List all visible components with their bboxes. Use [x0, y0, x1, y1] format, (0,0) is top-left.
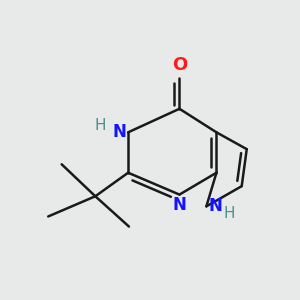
Text: O: O: [172, 56, 187, 74]
Text: N: N: [208, 197, 222, 215]
Text: H: H: [95, 118, 106, 133]
Text: N: N: [172, 196, 186, 214]
Text: N: N: [112, 123, 126, 141]
Text: H: H: [223, 206, 235, 220]
